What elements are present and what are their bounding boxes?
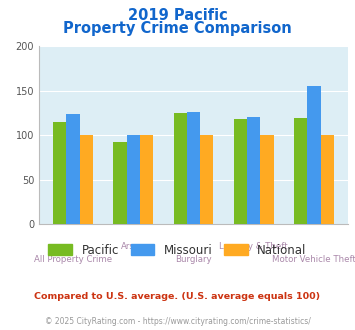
Bar: [53, 122, 66, 224]
Bar: [174, 113, 187, 224]
Bar: [234, 119, 247, 224]
Text: © 2025 CityRating.com - https://www.cityrating.com/crime-statistics/: © 2025 CityRating.com - https://www.city…: [45, 317, 310, 326]
Bar: [200, 135, 213, 224]
Bar: [307, 86, 321, 224]
Bar: [66, 114, 80, 224]
Bar: [113, 142, 127, 224]
Bar: [127, 135, 140, 224]
Text: Motor Vehicle Theft: Motor Vehicle Theft: [272, 255, 355, 264]
Text: All Property Crime: All Property Crime: [34, 255, 112, 264]
Text: Compared to U.S. average. (U.S. average equals 100): Compared to U.S. average. (U.S. average …: [34, 292, 321, 301]
Bar: [260, 135, 274, 224]
Text: 2019 Pacific: 2019 Pacific: [128, 8, 227, 23]
Bar: [294, 118, 307, 224]
Text: Property Crime Comparison: Property Crime Comparison: [63, 21, 292, 36]
Text: Larceny & Theft: Larceny & Theft: [219, 243, 288, 251]
Bar: [321, 135, 334, 224]
Text: Burglary: Burglary: [175, 255, 212, 264]
Bar: [187, 112, 200, 224]
Text: Arson: Arson: [121, 243, 146, 251]
Legend: Pacific, Missouri, National: Pacific, Missouri, National: [44, 239, 311, 261]
Bar: [140, 135, 153, 224]
Bar: [80, 135, 93, 224]
Bar: [247, 117, 260, 224]
